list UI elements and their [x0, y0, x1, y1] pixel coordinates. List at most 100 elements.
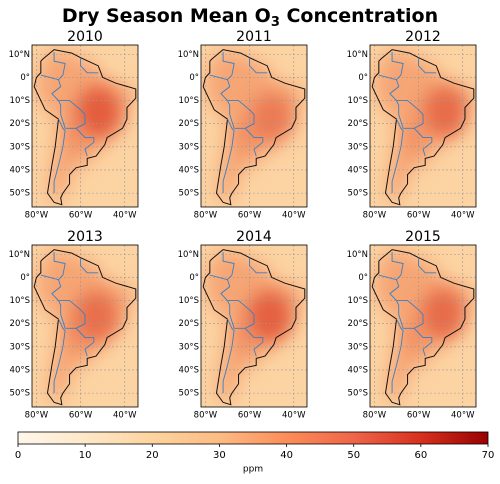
country-border [53, 118, 66, 194]
lat-label: 40°S [10, 165, 30, 175]
panel-title: 2013 [67, 229, 103, 245]
lat-label: 20°S [348, 319, 368, 329]
colorbar-tick-label: 50 [347, 450, 360, 461]
lat-label: 20°S [179, 319, 199, 329]
map-frame [369, 244, 477, 408]
map-panel: 10°N 0° 10°S 20°S 30°S 40°S 50°S 80°W 60°W 40°W 20… [9, 29, 139, 221]
lat-label: 0° [189, 273, 199, 283]
colorbar-tick-label: 70 [482, 450, 495, 461]
lon-label: 40°W [282, 411, 306, 421]
country-border [418, 257, 437, 274]
map-panel: 10°N 0° 10°S 20°S 30°S 40°S 50°S 80°W 60°W 40°W 20… [347, 229, 477, 421]
coastline [371, 49, 475, 206]
land-field [372, 249, 474, 405]
lon-label: 60°W [238, 411, 262, 421]
lon-label: 80°W [363, 411, 387, 421]
lon-label: 60°W [238, 211, 262, 221]
colorbar-tick-label: 60 [414, 450, 427, 461]
lat-label: 50°S [348, 389, 368, 399]
lon-label: 80°W [194, 211, 218, 221]
map-frame [200, 44, 308, 208]
map-panel: 10°N 0° 10°S 20°S 30°S 40°S 50°S 80°W 60°W 40°W 20… [347, 29, 477, 221]
country-border [209, 74, 255, 129]
country-border [413, 128, 433, 157]
lat-label: 40°S [348, 365, 368, 375]
country-border [249, 257, 268, 274]
hotspot [420, 288, 465, 341]
country-border [222, 251, 235, 281]
country-border [53, 251, 66, 281]
map-panel: 10°N 0° 10°S 20°S 30°S 40°S 50°S 80°W 60°W 40°W 20… [178, 29, 308, 221]
lon-label: 60°W [407, 411, 431, 421]
country-border [418, 57, 437, 74]
hotspot [406, 117, 423, 154]
lat-label: 30°S [348, 342, 368, 352]
country-border [53, 318, 66, 394]
country-border [75, 128, 95, 157]
lon-label: 40°W [113, 211, 137, 221]
map-field [32, 245, 138, 407]
lat-label: 10°S [348, 96, 368, 106]
hotspot [247, 290, 292, 343]
map-field [370, 245, 476, 407]
colorbar-tick-label: 0 [15, 450, 21, 461]
title-text: Dry Season Mean O [62, 5, 271, 27]
country-border [249, 57, 268, 74]
lat-label: 30°S [10, 342, 30, 352]
country-border [80, 57, 99, 74]
lat-label: 30°S [348, 142, 368, 152]
lon-label: 60°W [69, 411, 93, 421]
panel-title: 2011 [236, 29, 272, 45]
lat-label: 40°S [10, 365, 30, 375]
colorbar-label: ppm [243, 465, 263, 475]
lat-label: 10°N [9, 250, 30, 260]
panel-title: 2015 [405, 229, 441, 245]
coastline [33, 249, 137, 406]
coastline [202, 49, 306, 206]
lat-label: 40°S [179, 165, 199, 175]
country-border [222, 51, 235, 81]
hotspot [406, 317, 423, 354]
country-border [378, 274, 424, 329]
country-border [222, 118, 235, 194]
country-border [75, 328, 95, 357]
lon-label: 40°W [113, 411, 137, 421]
lat-label: 50°S [10, 189, 30, 199]
hotspot [249, 93, 294, 146]
lat-label: 0° [189, 73, 199, 83]
lat-label: 10°N [347, 50, 368, 60]
country-border [80, 257, 99, 274]
colorbar-tick-label: 20 [146, 450, 159, 461]
hotspot [76, 86, 121, 139]
lat-label: 10°S [10, 96, 30, 106]
lat-label: 30°S [179, 142, 199, 152]
panel-title: 2010 [67, 29, 103, 45]
figure-title: Dry Season Mean O3 Concentration [62, 5, 438, 30]
coastline [202, 249, 306, 406]
lon-label: 40°W [451, 211, 475, 221]
lat-label: 50°S [179, 189, 199, 199]
lat-label: 20°S [10, 119, 30, 129]
coastline [371, 249, 475, 406]
panel-title: 2012 [405, 29, 441, 45]
lat-label: 0° [358, 273, 368, 283]
lat-label: 50°S [348, 189, 368, 199]
country-border [391, 51, 404, 81]
map-frame [369, 44, 477, 208]
colorbar-tick-label: 10 [79, 450, 92, 461]
hotspot [68, 117, 85, 154]
country-border [209, 274, 255, 329]
lat-label: 10°N [9, 50, 30, 60]
lon-label: 80°W [25, 411, 49, 421]
colorbar-tick-label: 30 [213, 450, 226, 461]
lat-label: 10°S [10, 296, 30, 306]
lon-label: 80°W [194, 411, 218, 421]
lon-label: 60°W [69, 211, 93, 221]
panel-title: 2014 [236, 229, 272, 245]
colorbar-tick-label: 40 [280, 450, 293, 461]
map-field [201, 45, 307, 207]
coastline [33, 49, 137, 206]
lat-label: 0° [20, 273, 30, 283]
map-frame [200, 244, 308, 408]
lat-label: 10°S [179, 96, 199, 106]
